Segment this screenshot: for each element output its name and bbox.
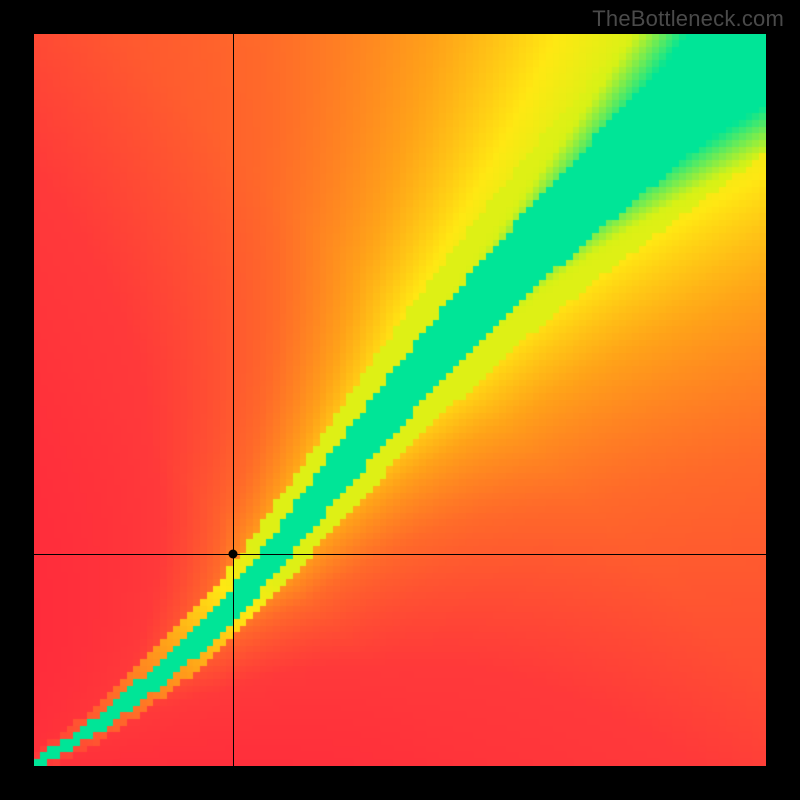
- chart-container: TheBottleneck.com: [0, 0, 800, 800]
- heatmap-canvas: [34, 34, 766, 766]
- crosshair-horizontal: [34, 554, 766, 555]
- watermark-text: TheBottleneck.com: [592, 6, 784, 32]
- plot-area: [34, 34, 766, 766]
- crosshair-vertical: [233, 34, 234, 766]
- marker-dot: [229, 549, 238, 558]
